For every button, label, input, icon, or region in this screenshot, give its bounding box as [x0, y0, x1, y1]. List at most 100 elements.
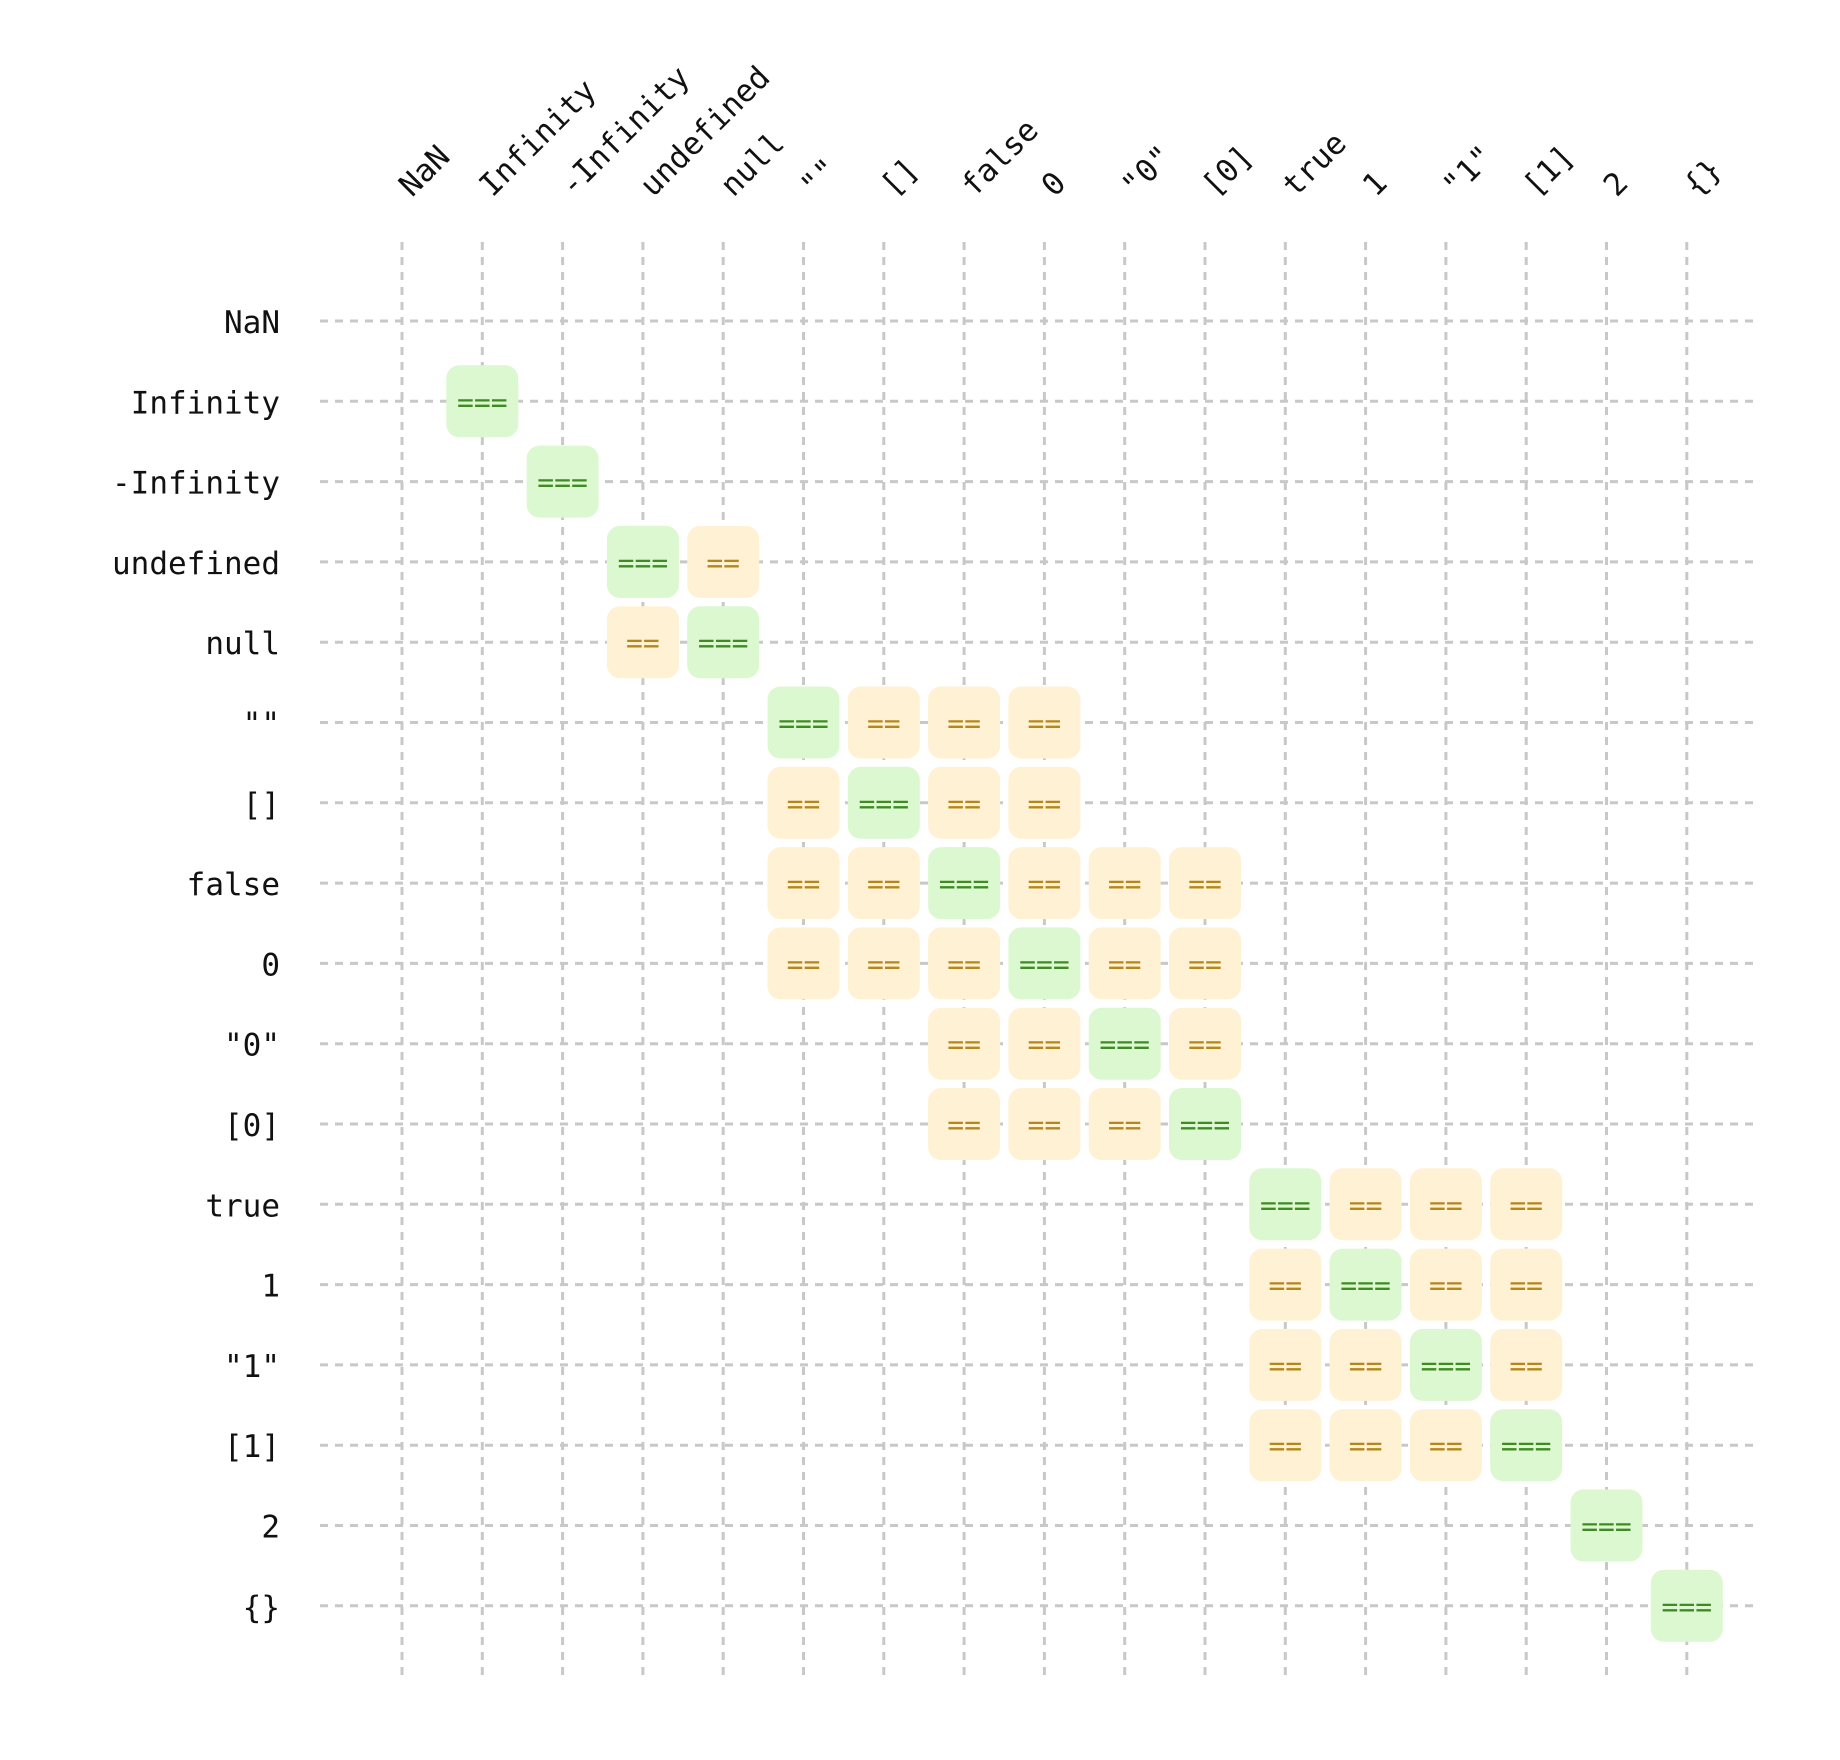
- matrix-cell-infinity-infinity: ===: [446, 365, 519, 438]
- cell-background: [928, 686, 1001, 759]
- row-label-string-zero: "0": [224, 1028, 280, 1064]
- cell-background: [1008, 766, 1081, 839]
- matrix-cell-one-string-one: ==: [1409, 1248, 1482, 1321]
- row-labels: NaN Infinity -Infinity undefined null "" [] fal…: [112, 305, 280, 1626]
- matrix-cell-undefined-undefined: ===: [606, 525, 679, 598]
- row-label-neg-infinity: -Infinity: [112, 466, 280, 502]
- column-label-string-one: "1": [1436, 139, 1501, 204]
- column-label-nan: NaN: [392, 139, 457, 204]
- matrix-cell-undefined-null: ==: [687, 525, 760, 598]
- column-label-two: 2: [1597, 165, 1636, 204]
- cell-operator-label: ==: [1108, 1109, 1142, 1142]
- cell-background: [1490, 1328, 1563, 1401]
- cell-operator-label: ==: [1188, 1028, 1222, 1061]
- cell-operator-label: ===: [1662, 1590, 1713, 1623]
- matrix-cell-array-zero-zero: ==: [1008, 1088, 1081, 1160]
- matrix-cell-string-one-array-one: ==: [1490, 1328, 1563, 1401]
- cell-operator-label: ==: [1028, 707, 1062, 740]
- cell-operator-label: ===: [537, 466, 588, 499]
- matrix-cell-empty-string-zero: ==: [1008, 686, 1081, 759]
- cell-operator-label: ==: [947, 1109, 981, 1142]
- column-label-null: null: [713, 125, 791, 203]
- cell-operator-label: ==: [787, 787, 821, 820]
- matrix-cell-array-one-one: ==: [1329, 1409, 1402, 1482]
- matrix-cell-false-zero: ==: [1008, 847, 1081, 920]
- row-label-zero: 0: [261, 947, 280, 983]
- cell-background: [1650, 1569, 1723, 1642]
- cell-operator-label: ==: [787, 948, 821, 981]
- cell-operator-label: ==: [1028, 1109, 1062, 1142]
- matrix-cell-empty-array-empty-array: ===: [847, 766, 920, 839]
- cell-operator-label: ===: [1501, 1430, 1552, 1463]
- cell-background: [847, 686, 920, 759]
- cell-background: [767, 766, 840, 839]
- cell-operator-label: ===: [1099, 1028, 1150, 1061]
- cell-background: [767, 686, 840, 759]
- cell-background: [1249, 1328, 1322, 1401]
- cell-operator-label: ===: [1260, 1189, 1311, 1222]
- cell-operator-label: ==: [1268, 1430, 1302, 1463]
- cell-background: [1088, 847, 1161, 920]
- cell-background: [847, 927, 920, 1000]
- cell-operator-label: ===: [457, 386, 508, 419]
- cell-operator-label: ===: [778, 707, 829, 740]
- cell-background: [1088, 1007, 1161, 1080]
- cell-operator-label: ==: [1268, 1349, 1302, 1382]
- cell-operator-label: ==: [867, 948, 901, 981]
- cell-background: [1490, 1248, 1563, 1321]
- matrix-cell-empty-string-empty-array: ==: [847, 686, 920, 759]
- cell-operator-label: ==: [947, 707, 981, 740]
- cell-operator-label: ==: [1188, 948, 1222, 981]
- cell-layer: ========= ==== ====== == == ==== === == ==== == ==…: [446, 365, 1723, 1642]
- matrix-cell-string-one-true: ==: [1249, 1328, 1322, 1401]
- cell-background: [526, 445, 599, 518]
- row-label-true: true: [205, 1188, 280, 1224]
- cell-operator-label: ===: [1421, 1349, 1472, 1382]
- cell-background: [1490, 1168, 1563, 1241]
- cell-background: [1570, 1489, 1643, 1562]
- row-label-empty-string: "": [243, 707, 280, 743]
- cell-background: [1249, 1168, 1322, 1241]
- cell-operator-label: ==: [947, 787, 981, 820]
- row-label-one: 1: [261, 1269, 280, 1305]
- matrix-cell-empty-string-false: ==: [928, 686, 1001, 759]
- matrix-cell-empty-string-empty-string: ===: [767, 686, 840, 759]
- matrix-cell-null-null: ===: [687, 606, 760, 679]
- matrix-cell-true-string-one: ==: [1409, 1168, 1482, 1241]
- column-label-one: 1: [1356, 165, 1395, 204]
- cell-operator-label: ==: [1349, 1430, 1383, 1463]
- cell-operator-label: ==: [1108, 948, 1142, 981]
- cell-background: [1008, 1007, 1081, 1080]
- cell-operator-label: ==: [1028, 787, 1062, 820]
- cell-background: [1329, 1168, 1402, 1241]
- cell-operator-label: ==: [1028, 868, 1062, 901]
- cell-operator-label: ==: [947, 948, 981, 981]
- cell-background: [1409, 1328, 1482, 1401]
- matrix-cell-string-zero-zero: ==: [1008, 1007, 1081, 1080]
- cell-operator-label: ==: [947, 1028, 981, 1061]
- cell-background: [1169, 847, 1241, 920]
- matrix-cell-array-one-array-one: ===: [1490, 1409, 1563, 1482]
- column-label-empty-string: "": [794, 152, 846, 204]
- matrix-cell-false-empty-string: ==: [767, 847, 840, 920]
- matrix-cell-string-zero-string-zero: ===: [1088, 1007, 1161, 1080]
- row-label-array-zero: [0]: [224, 1108, 280, 1144]
- column-label-true: true: [1276, 125, 1354, 203]
- cell-background: [928, 766, 1001, 839]
- column-label-zero: 0: [1035, 165, 1074, 204]
- cell-background: [1008, 686, 1081, 759]
- matrix-cell-true-array-one: ==: [1490, 1168, 1563, 1241]
- matrix-cell-empty-object-empty-object: ===: [1650, 1569, 1723, 1642]
- cell-operator-label: ===: [1340, 1269, 1391, 1302]
- cell-background: [1008, 847, 1081, 920]
- cell-operator-label: ==: [1268, 1269, 1302, 1302]
- matrix-cell-true-one: ==: [1329, 1168, 1402, 1241]
- column-label-string-zero: "0": [1115, 139, 1180, 204]
- cell-background: [1008, 927, 1081, 1000]
- row-label-empty-array: []: [243, 787, 280, 823]
- matrix-cell-empty-array-zero: ==: [1008, 766, 1081, 839]
- matrix-cell-array-zero-false: ==: [928, 1088, 1001, 1160]
- cell-background: [1409, 1409, 1482, 1482]
